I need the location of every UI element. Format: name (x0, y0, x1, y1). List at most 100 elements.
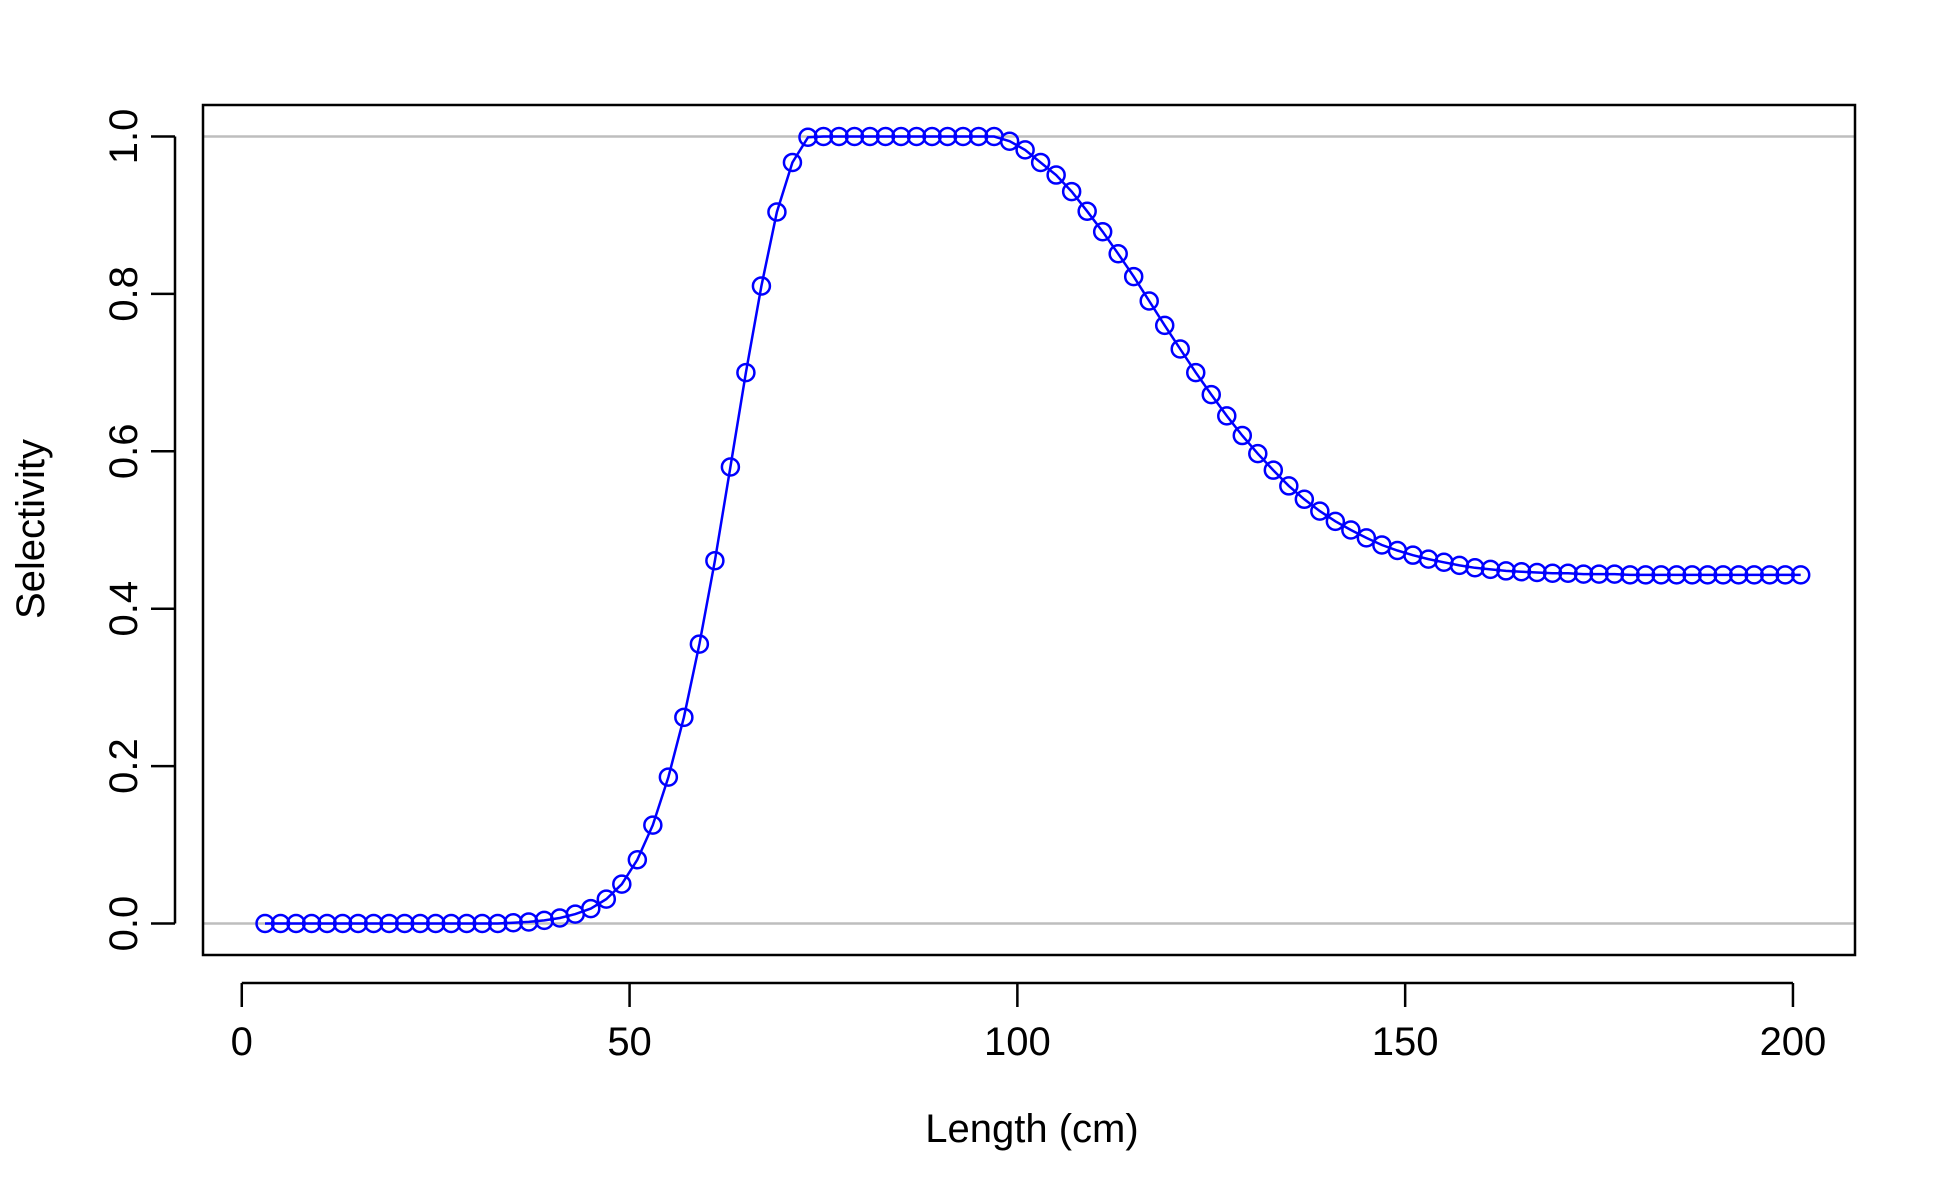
y-tick-label: 0.4 (102, 581, 146, 637)
data-point (270, 913, 291, 934)
data-point (891, 126, 911, 147)
y-tick-label: 0.8 (102, 266, 146, 322)
data-point (1527, 562, 1547, 583)
data-point (394, 913, 415, 934)
data-point (596, 889, 617, 909)
data-point (674, 707, 694, 728)
data-point (1217, 406, 1237, 426)
x-tick-label: 50 (607, 1020, 652, 1064)
data-point (782, 152, 803, 173)
series-layer (255, 126, 1811, 934)
y-axis-label: Selectivity (9, 439, 53, 619)
data-point (1154, 315, 1175, 336)
data-point (875, 126, 896, 147)
data-point (813, 126, 834, 147)
data-point (906, 126, 927, 147)
data-point (999, 131, 1020, 151)
data-point (1713, 565, 1733, 585)
data-point (1123, 266, 1144, 287)
data-point (1697, 565, 1718, 585)
data-point (487, 913, 508, 934)
data-point (1279, 476, 1299, 496)
x-axis-label: Length (cm) (925, 1107, 1138, 1151)
x-tick-label: 150 (1372, 1020, 1439, 1064)
data-point (658, 767, 679, 787)
data-point (751, 276, 772, 296)
data-point (1744, 565, 1764, 585)
data-point (255, 913, 275, 934)
data-point (332, 913, 353, 934)
data-point (860, 126, 880, 147)
data-point (1015, 140, 1035, 160)
data-point (1573, 564, 1594, 584)
data-point (689, 634, 710, 654)
data-point (1558, 563, 1578, 584)
data-point (1604, 564, 1625, 584)
data-point (798, 127, 818, 148)
data-point (1325, 511, 1346, 532)
x-tick-label: 100 (984, 1020, 1051, 1064)
data-point (643, 815, 663, 835)
data-point (503, 912, 523, 933)
data-point (1248, 443, 1268, 464)
data-point (1139, 291, 1159, 311)
y-tick-label: 0.6 (102, 423, 146, 479)
data-point (1232, 425, 1253, 446)
data-point (1077, 201, 1097, 221)
data-point (1294, 489, 1315, 510)
data-point (612, 874, 632, 894)
data-point (1356, 528, 1377, 548)
x-axis: 0 50 100 150 200 (231, 981, 1827, 1064)
data-point (1263, 460, 1284, 480)
data-point (1092, 221, 1113, 242)
data-point (1465, 558, 1485, 578)
data-point (425, 913, 446, 934)
data-point (1728, 565, 1749, 585)
data-point (1201, 384, 1222, 405)
x-tick-label: 200 (1760, 1020, 1827, 1064)
data-point (937, 126, 958, 147)
data-point (829, 126, 849, 147)
data-point (1682, 565, 1702, 585)
data-point (1589, 564, 1609, 584)
y-tick-label: 0.0 (102, 896, 146, 952)
data-point (1341, 520, 1361, 540)
data-point (441, 913, 461, 934)
data-point (968, 126, 989, 147)
data-point (705, 550, 725, 571)
data-point (720, 457, 741, 477)
data-point (472, 913, 492, 934)
data-point (1775, 565, 1795, 585)
data-point (1480, 559, 1501, 580)
y-tick-label: 1.0 (102, 109, 146, 165)
data-point (1651, 565, 1671, 585)
data-point (1790, 565, 1811, 585)
data-point (518, 912, 539, 932)
y-axis: 0.0 0.2 0.4 0.6 0.8 1.0 (102, 109, 177, 952)
data-point (379, 913, 399, 934)
data-point (1511, 561, 1532, 582)
y-tick-label: 0.2 (102, 738, 146, 794)
data-point (581, 898, 601, 919)
data-point (410, 913, 430, 934)
data-point (1496, 561, 1516, 581)
data-point (286, 913, 306, 934)
data-point (1186, 362, 1206, 383)
data-point (1666, 565, 1687, 585)
data-point (1061, 181, 1082, 202)
data-point (456, 913, 477, 934)
data-point (922, 126, 942, 147)
data-point (767, 202, 787, 222)
data-point (953, 126, 973, 147)
data-point (1108, 244, 1128, 264)
data-point (301, 913, 322, 934)
data-point (736, 362, 756, 383)
data-point (363, 913, 384, 934)
data-point (1310, 501, 1330, 521)
data-point (317, 913, 337, 934)
data-point (1620, 565, 1640, 585)
data-point (1635, 565, 1656, 585)
data-point (1759, 565, 1780, 585)
